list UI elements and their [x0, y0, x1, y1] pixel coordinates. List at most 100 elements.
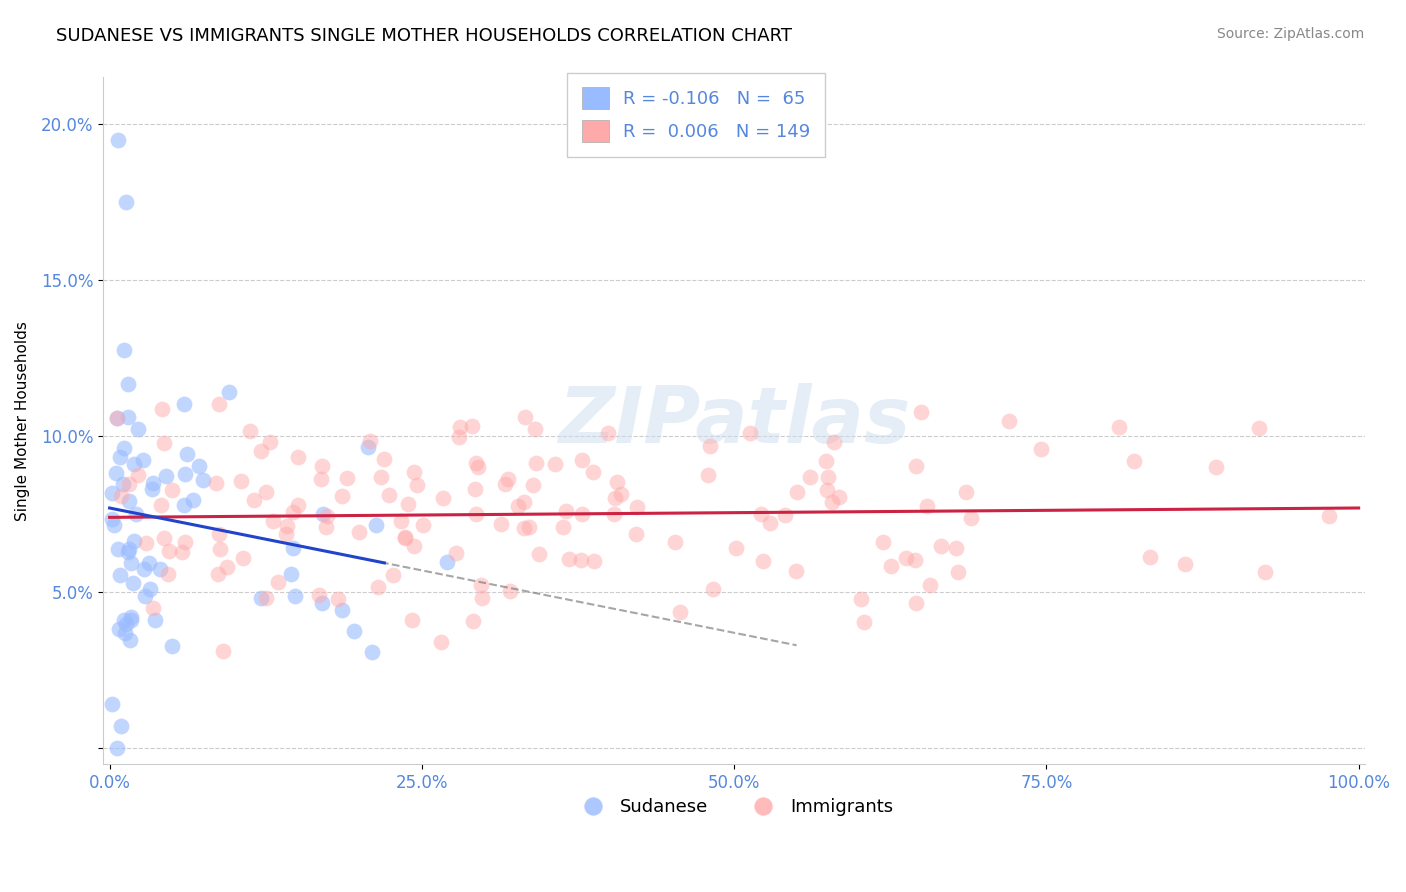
Point: [598, 426, 620, 441]
Point: [138, 556, 160, 570]
Point: [815, 454, 838, 468]
Point: [101, 485, 124, 500]
Point: [429, 635, 451, 649]
Point: [461, 419, 484, 434]
Point: [173, 397, 195, 411]
Point: [259, 434, 281, 449]
Point: [449, 420, 471, 434]
Point: [851, 591, 873, 606]
Point: [401, 614, 423, 628]
Point: [696, 468, 718, 483]
Point: [896, 551, 918, 566]
Point: [134, 589, 156, 603]
Point: [1139, 549, 1161, 564]
Point: [254, 591, 277, 606]
Point: [463, 615, 485, 629]
Point: [104, 467, 127, 481]
Point: [276, 519, 298, 533]
Point: [931, 540, 953, 554]
Point: [208, 541, 231, 556]
Point: [554, 503, 576, 517]
Point: [117, 410, 139, 425]
Point: [315, 519, 337, 533]
Point: [582, 465, 605, 479]
Point: [141, 483, 163, 497]
Point: [308, 588, 330, 602]
Point: [702, 582, 724, 597]
Point: [138, 582, 160, 596]
Text: Source: ZipAtlas.com: Source: ZipAtlas.com: [1216, 27, 1364, 41]
Point: [394, 530, 416, 544]
Point: [394, 531, 416, 545]
Point: [872, 535, 894, 549]
Point: [664, 535, 686, 549]
Point: [193, 473, 215, 487]
Point: [336, 471, 359, 485]
Point: [606, 475, 628, 489]
Point: [917, 499, 939, 513]
Point: [153, 436, 176, 450]
Point: [249, 591, 271, 605]
Point: [624, 527, 647, 541]
Point: [120, 556, 142, 570]
Point: [187, 458, 209, 473]
Point: [752, 554, 775, 568]
Point: [254, 485, 277, 500]
Point: [211, 644, 233, 658]
Point: [280, 566, 302, 581]
Point: [108, 623, 131, 637]
Point: [117, 377, 139, 392]
Point: [1108, 419, 1130, 434]
Point: [127, 422, 149, 436]
Point: [522, 478, 544, 492]
Point: [699, 439, 721, 453]
Point: [276, 527, 298, 541]
Point: [364, 518, 387, 533]
Point: [946, 566, 969, 580]
Point: [494, 477, 516, 491]
Point: [571, 507, 593, 521]
Point: [506, 499, 529, 513]
Point: [250, 444, 273, 458]
Point: [998, 414, 1021, 428]
Point: [135, 535, 157, 549]
Point: [181, 493, 204, 508]
Point: [817, 469, 839, 483]
Point: [759, 516, 782, 530]
Point: [118, 477, 141, 491]
Point: [127, 468, 149, 483]
Point: [367, 580, 389, 594]
Point: [544, 457, 567, 471]
Point: [513, 409, 536, 424]
Point: [569, 553, 592, 567]
Point: [150, 401, 173, 416]
Point: [326, 591, 349, 606]
Point: [150, 499, 173, 513]
Point: [287, 498, 309, 512]
Point: [880, 559, 903, 574]
Point: [603, 491, 626, 506]
Point: [110, 489, 132, 503]
Point: [571, 453, 593, 467]
Point: [467, 460, 489, 475]
Point: [412, 517, 434, 532]
Point: [159, 544, 181, 558]
Point: [920, 578, 942, 592]
Point: [551, 520, 574, 534]
Point: [118, 541, 141, 556]
Point: [121, 576, 143, 591]
Point: [132, 453, 155, 467]
Point: [496, 472, 519, 486]
Point: [524, 422, 547, 436]
Text: SUDANESE VS IMMIGRANTS SINGLE MOTHER HOUSEHOLDS CORRELATION CHART: SUDANESE VS IMMIGRANTS SINGLE MOTHER HOU…: [56, 27, 792, 45]
Point: [945, 541, 967, 556]
Point: [120, 610, 142, 624]
Point: [1205, 459, 1227, 474]
Point: [815, 483, 838, 498]
Point: [359, 434, 381, 448]
Point: [853, 615, 876, 629]
Point: [117, 545, 139, 559]
Point: [910, 405, 932, 419]
Point: [1174, 557, 1197, 571]
Point: [118, 493, 141, 508]
